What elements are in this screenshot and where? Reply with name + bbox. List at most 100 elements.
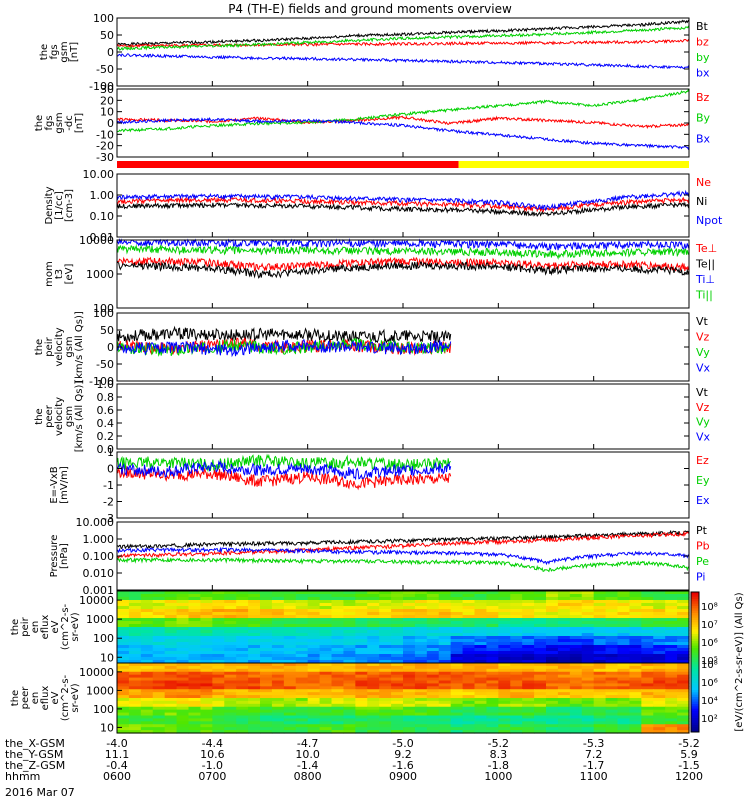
spectrogram-cell — [498, 709, 511, 714]
spectrogram-cell — [677, 724, 690, 728]
spectrogram-cell — [319, 639, 333, 643]
spectrogram-cell — [367, 680, 380, 685]
spectrogram-cell — [510, 671, 523, 676]
spectrogram-cell — [522, 636, 535, 640]
spectrogram-cell — [498, 657, 511, 661]
spectrogram-cell — [331, 665, 345, 670]
spectrogram-cell — [343, 712, 356, 717]
spectrogram-cell — [557, 663, 571, 667]
spectrogram-cell — [260, 594, 273, 598]
spectrogram-cell — [617, 591, 631, 595]
spectrogram-cell — [236, 630, 249, 634]
spectrogram-cell — [498, 624, 511, 628]
spectrogram-cell — [403, 651, 416, 655]
spectrogram-cell — [260, 683, 273, 687]
spectrogram-cell — [212, 591, 225, 595]
spectrogram-cell — [379, 660, 392, 664]
spectrogram-cell — [403, 609, 416, 613]
spectrogram-cell — [414, 639, 428, 643]
spectrogram-cell — [414, 665, 428, 670]
spectrogram-cell — [152, 703, 166, 708]
spectrogram-cell — [557, 700, 571, 705]
spectrogram-cell — [426, 597, 440, 601]
spectrogram-cell — [593, 609, 607, 613]
spectrogram-cell — [629, 612, 642, 616]
spectrogram-cell — [414, 698, 428, 702]
spectrogram-cell — [629, 636, 642, 640]
spectrogram-cell — [140, 709, 154, 714]
spectrogram-cell — [271, 715, 285, 720]
spectrogram-cell — [224, 636, 237, 640]
spectrogram-cell — [152, 618, 166, 622]
spectrogram-cell — [462, 695, 476, 699]
spectrogram-cell — [391, 718, 404, 722]
spectrogram-cell — [569, 621, 583, 625]
spectrogram-cell — [593, 654, 607, 658]
spectrogram-cell — [188, 633, 202, 637]
spectrogram-cell — [271, 621, 285, 625]
spectrogram-cell — [260, 654, 273, 658]
spectrogram-cell — [391, 712, 404, 717]
ephemeris-value: -4.7 — [297, 737, 318, 750]
spectrogram-cell — [510, 606, 523, 610]
spectrogram-cell — [307, 674, 321, 679]
y-axis-label: [1/cc] — [54, 191, 65, 220]
spectrogram-cell — [164, 665, 178, 670]
legend-label: Vy — [696, 416, 710, 429]
spectrogram-cell — [343, 627, 356, 631]
colorbar-cell — [691, 634, 699, 637]
spectrogram-cell — [677, 639, 690, 643]
spectrogram-cell — [522, 730, 535, 734]
spectrogram-cell — [164, 709, 178, 714]
spectrogram-cell — [653, 660, 666, 664]
spectrogram-cell — [379, 615, 392, 619]
colorbar-cell — [691, 592, 699, 595]
spectrogram-cell — [462, 706, 476, 711]
spectrogram-cell — [581, 630, 595, 634]
spectrogram-cell — [248, 654, 261, 658]
spectrogram-cell — [474, 594, 488, 598]
spectrogram-cell — [593, 712, 607, 717]
spectrogram-cell — [355, 600, 368, 604]
spectrogram-cell — [653, 718, 666, 722]
spectrogram-cell — [605, 692, 619, 696]
spectrogram-cell — [486, 680, 499, 685]
spectrogram-cell — [164, 730, 178, 734]
colorbar-cell — [691, 666, 699, 670]
spectrogram-cell — [164, 680, 178, 685]
spectrogram-cell — [355, 627, 368, 631]
spectrogram-cell — [283, 654, 297, 658]
spectrogram-cell — [581, 677, 595, 682]
spectrogram-cell — [534, 654, 547, 658]
spectrogram-cell — [629, 627, 642, 631]
spectrogram-cell — [188, 600, 202, 604]
spectrogram-cell — [355, 654, 368, 658]
spectrogram-cell — [498, 636, 511, 640]
spectrogram-cell — [248, 724, 261, 728]
spectrogram-cell — [271, 730, 285, 734]
spectrogram-cell — [248, 600, 261, 604]
spectrogram-cell — [426, 603, 440, 607]
spectrogram-cell — [117, 612, 130, 616]
spectrogram-cell — [200, 730, 213, 734]
spectrogram-cell — [450, 615, 464, 619]
spectrogram-cell — [403, 597, 416, 601]
spectrogram-cell — [617, 639, 631, 643]
spectrogram-cell — [164, 648, 178, 652]
spectrogram-cell — [260, 686, 273, 690]
y-axis-label: mom — [44, 261, 55, 287]
spectrogram-cell — [581, 703, 595, 708]
spectrogram-cell — [438, 718, 452, 722]
spectrogram-cell — [605, 645, 619, 649]
series-line-red — [116, 115, 690, 130]
spectrogram-cell — [414, 706, 428, 711]
spectrogram-cell — [617, 597, 631, 601]
spectrogram-cell — [486, 594, 499, 598]
series-line-blue — [116, 238, 690, 252]
spectrogram-cell — [426, 600, 440, 604]
spectrogram-cell — [140, 639, 154, 643]
spectrogram-cell — [403, 695, 416, 699]
y-axis-label: the — [39, 44, 50, 60]
spectrogram-cell — [319, 612, 333, 616]
spectrogram-cell — [200, 718, 213, 722]
